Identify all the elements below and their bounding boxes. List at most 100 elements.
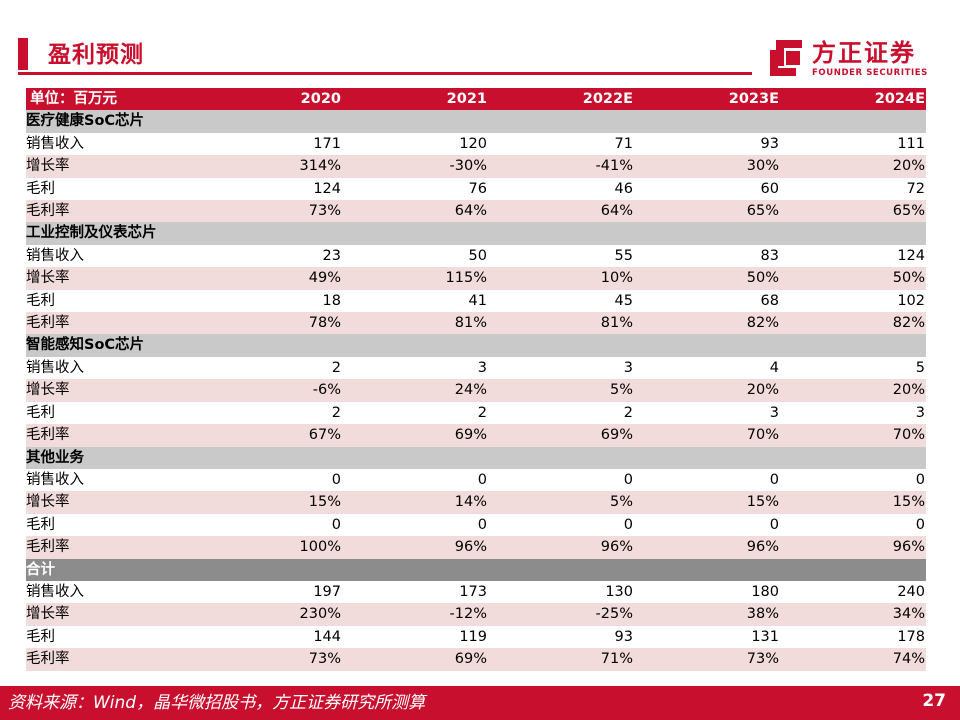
table-cell: 82% — [634, 312, 780, 335]
year-header: 2021 — [342, 88, 488, 111]
table-cell: 2 — [331, 404, 341, 421]
table-cell: 100% — [196, 536, 342, 559]
logo-chinese-name: 方正证券 — [812, 39, 916, 67]
row-label: 毛利 — [26, 292, 55, 309]
row-label: 增长率 — [26, 155, 196, 178]
table-row: 增长率 314% -30% -41% 30% 20% — [26, 155, 926, 178]
row-label: 销售收入 — [26, 359, 84, 376]
table-cell: 64% — [342, 200, 488, 223]
table-cell: 120 — [459, 135, 487, 152]
table-header-row: 单位：百万元 2020 2021 2022E 2023E 2024E — [26, 88, 926, 111]
table-row: 销售收入 2 3 3 4 5 — [26, 357, 926, 379]
table-cell: 65% — [780, 200, 926, 223]
table-cell: -30% — [342, 155, 488, 178]
section-title: 合计 — [26, 558, 926, 581]
table-row: 增长率 15% 14% 5% 15% 15% — [26, 491, 926, 514]
table-cell: 83 — [760, 247, 779, 264]
table-row: 毛利率 100% 96% 96% 96% 96% — [26, 536, 926, 559]
table-cell: 15% — [196, 491, 342, 514]
row-label: 销售收入 — [26, 247, 84, 264]
table-row: 毛利 144 119 93 131 178 — [26, 626, 926, 648]
table-cell: 240 — [897, 583, 925, 600]
table-cell: 3 — [769, 404, 779, 421]
table-cell: 55 — [614, 247, 633, 264]
row-label: 毛利率 — [26, 648, 196, 671]
table-cell: 24% — [342, 379, 488, 402]
row-label: 增长率 — [26, 379, 196, 402]
row-label: 毛利率 — [26, 536, 196, 559]
table-cell: 49% — [196, 267, 342, 290]
company-logo: 方正证券 FOUNDER SECURITIES — [768, 38, 938, 82]
table-cell: 73% — [196, 648, 342, 671]
table-cell: 3 — [623, 359, 633, 376]
table-cell: 72 — [906, 180, 925, 197]
table-cell: 23 — [322, 247, 341, 264]
table-cell: 0 — [623, 471, 633, 488]
table-cell: 65% — [634, 200, 780, 223]
table-cell: 78% — [196, 312, 342, 335]
table-cell: -41% — [488, 155, 634, 178]
table-cell: 74% — [780, 648, 926, 671]
profit-forecast-table: 单位：百万元 2020 2021 2022E 2023E 2024E 医疗健康S… — [26, 88, 926, 671]
table-cell: 0 — [769, 471, 779, 488]
table-cell: 67% — [196, 424, 342, 447]
table-cell: 178 — [897, 628, 925, 645]
table-cell: 71% — [488, 648, 634, 671]
table-cell: 70% — [634, 424, 780, 447]
table-cell: 115% — [342, 267, 488, 290]
table-cell: 2 — [331, 359, 341, 376]
page-title: 盈利预测 — [48, 42, 144, 68]
table-cell: 34% — [780, 603, 926, 626]
table-row: 销售收入 197 173 130 180 240 — [26, 581, 926, 603]
page-number: 27 — [922, 691, 946, 711]
table-cell: 0 — [623, 516, 633, 533]
table-cell: 119 — [459, 628, 487, 645]
table-cell: 144 — [313, 628, 341, 645]
table-cell: 130 — [605, 583, 633, 600]
section-row: 工业控制及仪表芯片 — [26, 222, 926, 245]
table-cell: 68 — [760, 292, 779, 309]
section-title: 工业控制及仪表芯片 — [26, 222, 926, 245]
table-cell: 314% — [196, 155, 342, 178]
table-cell: 41 — [468, 292, 487, 309]
table-cell: 69% — [488, 424, 634, 447]
table-row: 毛利率 67% 69% 69% 70% 70% — [26, 424, 926, 447]
table-cell: 102 — [897, 292, 925, 309]
section-title: 其他业务 — [26, 446, 926, 469]
table-cell: 0 — [915, 516, 925, 533]
section-row: 智能感知SoC芯片 — [26, 334, 926, 357]
table-cell: 81% — [488, 312, 634, 335]
table-row: 毛利 18 41 45 68 102 — [26, 290, 926, 312]
table-cell: 81% — [342, 312, 488, 335]
table-row: 毛利率 73% 69% 71% 73% 74% — [26, 648, 926, 671]
title-accent-bar — [18, 38, 28, 70]
title-divider — [18, 72, 752, 75]
table-row: 销售收入 23 50 55 83 124 — [26, 245, 926, 267]
section-title: 智能感知SoC芯片 — [26, 334, 926, 357]
logo-english-name: FOUNDER SECURITIES — [812, 68, 928, 78]
table-cell: 20% — [634, 379, 780, 402]
table-cell: 2 — [477, 404, 487, 421]
table-cell: 20% — [780, 379, 926, 402]
table-cell: 69% — [342, 424, 488, 447]
table-cell: 5% — [488, 379, 634, 402]
total-section-row: 合计 — [26, 558, 926, 581]
table-row: 毛利 124 76 46 60 72 — [26, 178, 926, 200]
table-cell: 50 — [468, 247, 487, 264]
table-cell: 111 — [897, 135, 925, 152]
row-label: 增长率 — [26, 491, 196, 514]
table-cell: 5 — [915, 359, 925, 376]
table-cell: 30% — [634, 155, 780, 178]
table-cell: 93 — [760, 135, 779, 152]
table-cell: 15% — [780, 491, 926, 514]
row-label: 销售收入 — [26, 471, 84, 488]
table-cell: -12% — [342, 603, 488, 626]
table-cell: 4 — [769, 359, 779, 376]
table-cell: 76 — [468, 180, 487, 197]
section-title: 医疗健康SoC芯片 — [26, 110, 926, 133]
row-label: 增长率 — [26, 603, 196, 626]
table-cell: 93 — [614, 628, 633, 645]
table-row: 增长率 -6% 24% 5% 20% 20% — [26, 379, 926, 402]
table-cell: 38% — [634, 603, 780, 626]
table-row: 增长率 49% 115% 10% 50% 50% — [26, 267, 926, 290]
